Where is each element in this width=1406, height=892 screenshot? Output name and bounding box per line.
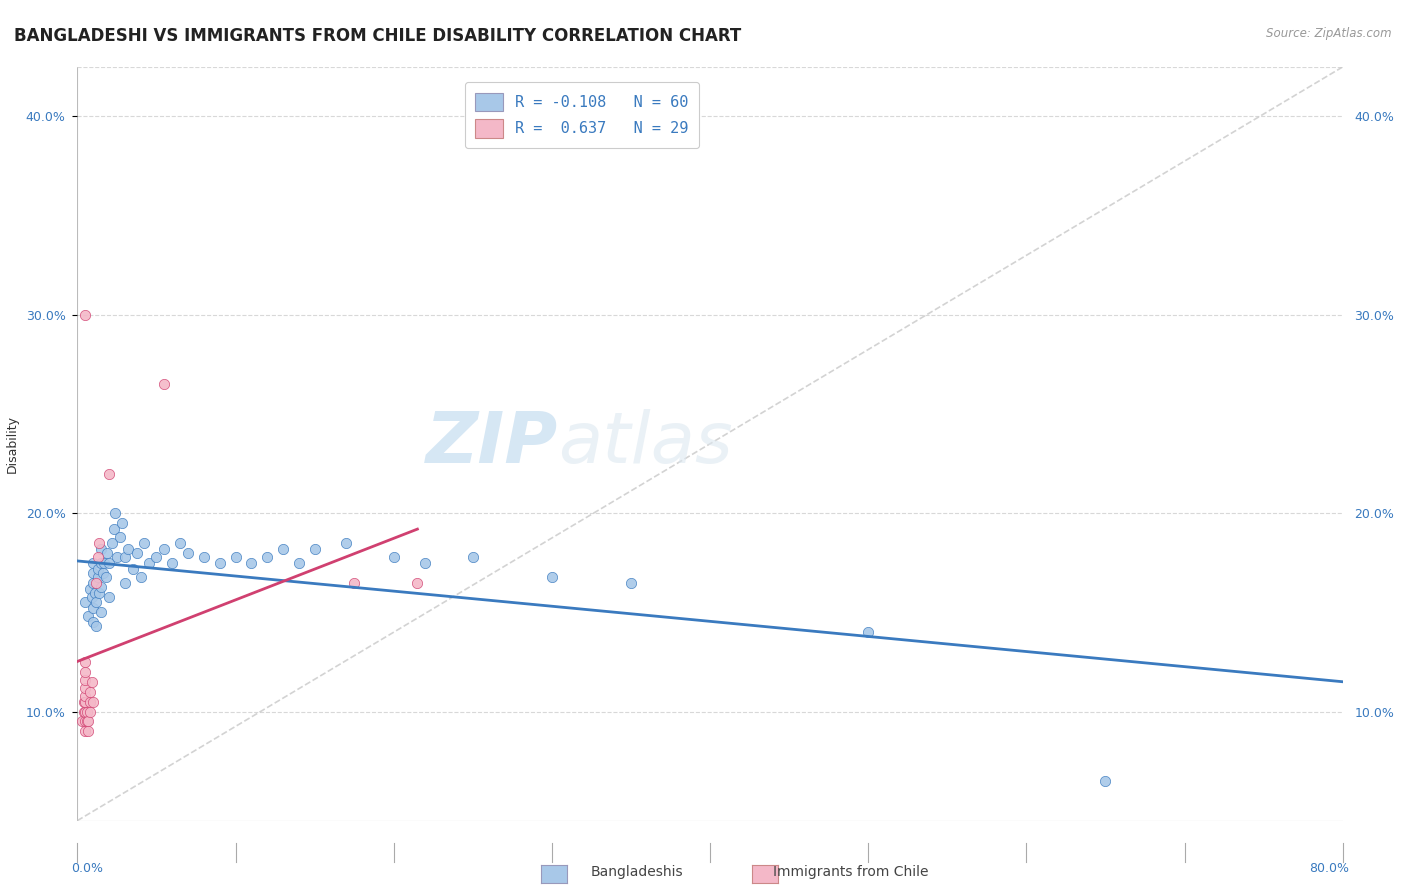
Point — [79, 705, 101, 719]
Point — [256, 549, 278, 564]
Point — [461, 549, 484, 564]
Point — [87, 562, 110, 576]
Point — [82, 575, 104, 590]
Point — [98, 556, 120, 570]
Point — [75, 695, 97, 709]
Point — [76, 705, 98, 719]
Point — [75, 308, 97, 322]
Point — [105, 549, 128, 564]
Point — [138, 556, 160, 570]
Point — [335, 536, 357, 550]
Legend: R = -0.108   N = 60, R =  0.637   N = 29: R = -0.108 N = 60, R = 0.637 N = 29 — [464, 82, 699, 148]
Point — [77, 714, 100, 729]
Point — [86, 595, 108, 609]
Point — [79, 582, 101, 596]
Point — [98, 467, 120, 481]
Point — [153, 377, 176, 392]
Point — [90, 606, 112, 620]
Point — [129, 569, 152, 583]
Point — [83, 585, 105, 599]
Y-axis label: Disability: Disability — [6, 415, 18, 473]
Point — [89, 585, 111, 599]
Point — [121, 562, 143, 576]
Point — [91, 566, 114, 580]
Point — [90, 541, 112, 556]
Point — [80, 590, 103, 604]
Point — [1094, 774, 1116, 789]
Point — [82, 695, 104, 709]
Point — [540, 569, 562, 583]
Point — [103, 522, 125, 536]
Text: BANGLADESHI VS IMMIGRANTS FROM CHILE DISABILITY CORRELATION CHART: BANGLADESHI VS IMMIGRANTS FROM CHILE DIS… — [14, 27, 741, 45]
Text: atlas: atlas — [558, 409, 733, 478]
Point — [208, 556, 231, 570]
Point — [858, 625, 880, 640]
Point — [82, 601, 104, 615]
Point — [90, 580, 112, 594]
Text: 0.0%: 0.0% — [70, 862, 103, 875]
Point — [75, 665, 97, 679]
Point — [94, 569, 117, 583]
Point — [413, 556, 436, 570]
Point — [75, 689, 97, 703]
Point — [87, 549, 110, 564]
Point — [82, 615, 104, 630]
Point — [98, 590, 120, 604]
Point — [79, 695, 101, 709]
Text: Source: ZipAtlas.com: Source: ZipAtlas.com — [1267, 27, 1392, 40]
Point — [117, 541, 139, 556]
Point — [76, 714, 98, 729]
Point — [177, 546, 200, 560]
Point — [240, 556, 263, 570]
Point — [162, 556, 183, 570]
Point — [96, 546, 118, 560]
Point — [93, 556, 115, 570]
Text: Immigrants from Chile: Immigrants from Chile — [773, 865, 929, 880]
Point — [114, 549, 136, 564]
Point — [80, 674, 103, 689]
Point — [145, 549, 167, 564]
Text: Bangladeshis: Bangladeshis — [591, 865, 683, 880]
Point — [620, 575, 643, 590]
Point — [87, 569, 110, 583]
Point — [127, 546, 149, 560]
Point — [153, 541, 176, 556]
Point — [111, 516, 132, 530]
Point — [225, 549, 247, 564]
Point — [169, 536, 191, 550]
Text: 80.0%: 80.0% — [1309, 862, 1348, 875]
Point — [75, 705, 97, 719]
Point — [77, 724, 100, 739]
Point — [75, 681, 97, 695]
Point — [101, 536, 124, 550]
Point — [86, 575, 108, 590]
Text: ZIP: ZIP — [426, 409, 558, 478]
Point — [304, 541, 326, 556]
Point — [75, 673, 97, 687]
Point — [193, 549, 215, 564]
Point — [288, 556, 311, 570]
Point — [82, 556, 104, 570]
Point — [89, 536, 111, 550]
Point — [73, 705, 96, 719]
Point — [75, 724, 97, 739]
Point — [75, 714, 97, 729]
Point — [79, 684, 101, 698]
Point — [406, 575, 429, 590]
Point — [75, 655, 97, 669]
Point — [70, 714, 93, 729]
Point — [343, 575, 366, 590]
Point — [90, 556, 112, 570]
Point — [114, 575, 136, 590]
Point — [77, 609, 100, 624]
Point — [104, 506, 127, 520]
Point — [75, 595, 97, 609]
Point — [271, 541, 294, 556]
Point — [86, 619, 108, 633]
Point — [82, 566, 104, 580]
Point — [73, 695, 96, 709]
Point — [132, 536, 155, 550]
Point — [382, 549, 405, 564]
Point — [108, 530, 131, 544]
